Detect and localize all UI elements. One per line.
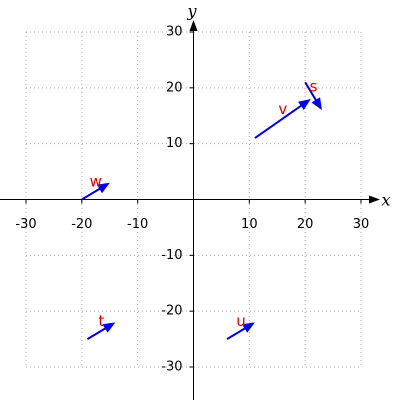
vector-shaft <box>81 187 102 201</box>
y-axis-arrow <box>189 20 198 31</box>
x-axis-arrow <box>369 195 380 204</box>
vector-label: s <box>310 78 318 96</box>
x-tick-label: -20 <box>71 217 92 232</box>
vector-head <box>311 97 322 111</box>
x-tick-label: 20 <box>297 217 314 232</box>
x-tick-label: 10 <box>241 217 258 232</box>
vector-label: u <box>236 312 246 330</box>
x-tick-label: -30 <box>15 217 36 232</box>
y-tick-label: -20 <box>161 304 182 319</box>
vector-shaft <box>86 326 108 340</box>
vector-head <box>102 322 116 333</box>
y-tick-label: 20 <box>166 80 183 95</box>
y-tick-label: -10 <box>161 248 182 263</box>
vector-head <box>96 182 110 194</box>
y-tick-label: 10 <box>166 136 183 151</box>
vector-shaft <box>304 81 318 103</box>
vector-head <box>242 322 255 333</box>
y-axis-label: y <box>186 2 197 21</box>
vector-label: w <box>90 173 102 191</box>
vector-label: t <box>98 312 104 330</box>
vector-shaft <box>226 326 247 340</box>
vector-head <box>298 99 311 110</box>
x-tick-label: 30 <box>353 217 370 232</box>
x-axis-label: x <box>381 191 390 210</box>
y-tick-label: 30 <box>166 25 183 40</box>
y-tick-label: -30 <box>161 360 182 375</box>
x-tick-label: -10 <box>127 217 148 232</box>
vector-shaft <box>254 103 304 139</box>
vector-label: v <box>278 100 287 118</box>
